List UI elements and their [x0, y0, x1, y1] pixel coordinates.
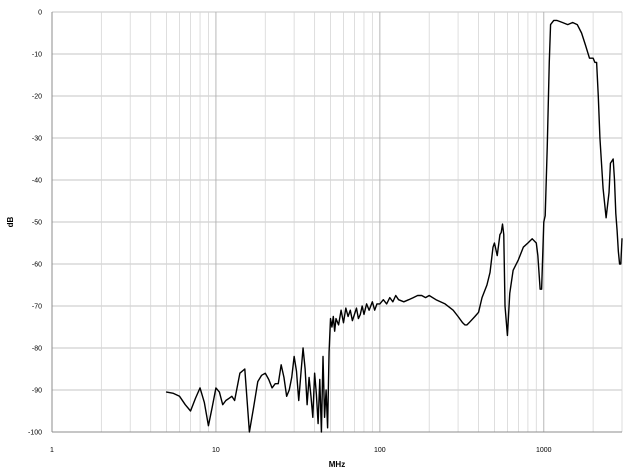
- y-axis-title: dB: [6, 216, 15, 227]
- grid: [51, 11, 623, 433]
- y-tick-label: 0: [38, 10, 42, 17]
- y-tick-label: -30: [32, 136, 42, 143]
- y-tick-label: -70: [32, 304, 42, 311]
- axes: [51, 12, 622, 433]
- series-layer: [165, 19, 623, 433]
- y-tick-label: -20: [32, 94, 42, 101]
- x-tick-label: 1000: [536, 447, 552, 454]
- x-axis-title: MHz: [329, 460, 345, 469]
- y-tick-label: -90: [32, 388, 42, 395]
- y-tick-label: -50: [32, 220, 42, 227]
- x-tick-label: 100: [374, 447, 386, 454]
- x-tick-label: 1: [50, 447, 54, 454]
- x-tick-label: 10: [212, 447, 220, 454]
- y-tick-label: -10: [32, 52, 42, 59]
- y-tick-label: -80: [32, 346, 42, 353]
- y-tick-label: -100: [28, 430, 42, 437]
- y-tick-label: -60: [32, 262, 42, 269]
- series-line: [165, 19, 623, 433]
- tick-labels: 0 -10 -20 -30 -40 -50 -60 -70 -80 -90 -100 1 10 100 10…: [28, 10, 552, 455]
- y-tick-label: -40: [32, 178, 42, 185]
